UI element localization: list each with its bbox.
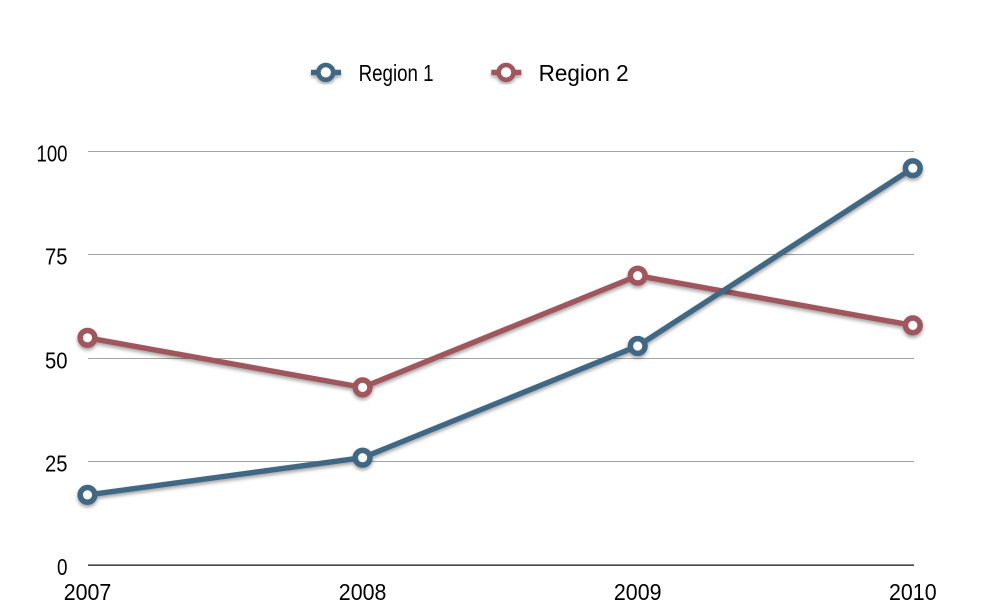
svg-text:75: 75 bbox=[45, 244, 68, 270]
svg-text:100: 100 bbox=[37, 141, 68, 167]
svg-text:50: 50 bbox=[45, 348, 68, 374]
svg-text:Region 2: Region 2 bbox=[539, 60, 629, 86]
svg-text:2007: 2007 bbox=[64, 579, 112, 605]
svg-text:2009: 2009 bbox=[614, 579, 662, 605]
svg-text:2010: 2010 bbox=[889, 579, 937, 605]
svg-text:Region 1: Region 1 bbox=[359, 60, 434, 86]
svg-text:25: 25 bbox=[45, 451, 68, 477]
svg-text:0: 0 bbox=[57, 554, 68, 580]
svg-text:2008: 2008 bbox=[339, 579, 387, 605]
